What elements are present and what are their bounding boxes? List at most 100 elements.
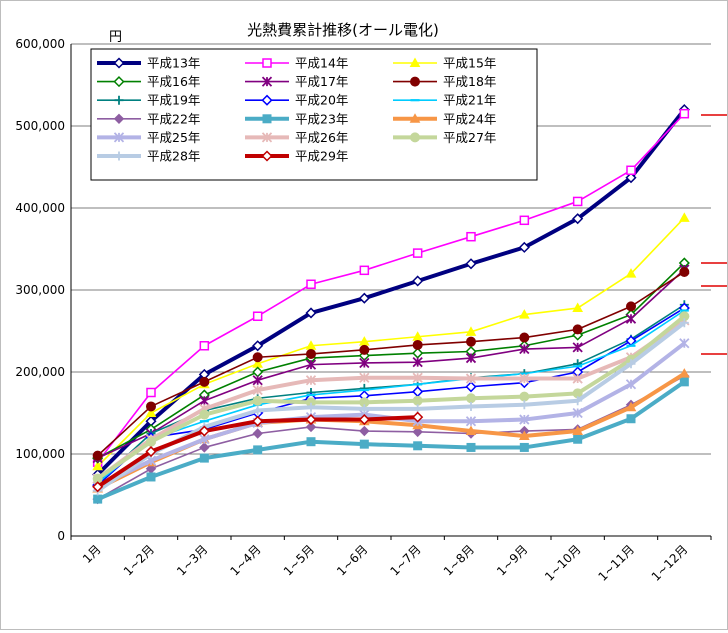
legend-item: 平成28年 — [97, 149, 200, 164]
data-point — [572, 342, 583, 353]
x-tick-label: 1~8月 — [441, 542, 477, 578]
data-point — [412, 275, 424, 287]
legend-marker — [114, 95, 124, 105]
series-平成28年 — [93, 318, 689, 496]
data-point — [412, 386, 424, 398]
data-point — [412, 411, 424, 423]
data-point — [359, 357, 370, 369]
x-tick-label: 1月 — [80, 542, 104, 566]
y-tick-label: 100,000 — [15, 447, 65, 461]
data-point — [199, 442, 210, 453]
series-平成18年 — [92, 266, 690, 461]
legend-marker — [113, 132, 125, 143]
series-平成14年 — [92, 108, 690, 467]
data-point — [519, 343, 530, 355]
data-point — [359, 425, 370, 437]
legend-marker — [262, 58, 272, 68]
legend-label: 平成24年 — [443, 111, 496, 126]
legend-item: 平成13年 — [97, 56, 200, 71]
legend-marker — [114, 151, 124, 161]
legend-marker — [410, 132, 420, 143]
legend-label: 平成23年 — [295, 111, 348, 126]
data-point — [518, 309, 530, 319]
data-point — [305, 413, 317, 426]
legend-item: 平成26年 — [245, 130, 348, 145]
legend-marker — [261, 94, 273, 106]
y-axis-ticks: 0 100,000 200,000 300,000 400,000 500,000 600,… — [15, 37, 65, 543]
data-point — [306, 402, 316, 412]
data-point — [359, 372, 370, 383]
series-line — [97, 307, 685, 486]
data-point — [93, 494, 103, 504]
data-point — [572, 196, 583, 207]
data-point — [412, 357, 423, 368]
data-point — [305, 375, 317, 386]
data-point — [412, 339, 423, 350]
series-平成13年 — [92, 104, 690, 481]
data-point — [92, 481, 104, 493]
legend-item: 平成23年 — [245, 111, 348, 126]
data-point — [359, 404, 369, 414]
legend-item: 平成29年 — [245, 149, 348, 164]
data-point — [199, 376, 210, 387]
data-point — [626, 359, 636, 369]
data-point — [412, 395, 423, 406]
legend-label: 平成16年 — [147, 74, 200, 89]
data-point — [679, 318, 689, 328]
data-point — [465, 416, 477, 427]
data-point — [305, 307, 317, 319]
data-point — [412, 248, 423, 258]
callout-lines — [701, 114, 727, 355]
x-tick-label: 1~2月 — [121, 542, 157, 578]
data-point — [305, 421, 317, 433]
legend-item: 平成25年 — [97, 130, 200, 145]
x-tick-label: 1~11月 — [595, 542, 637, 584]
legend-label: 平成18年 — [443, 74, 496, 89]
data-point — [252, 340, 264, 352]
legend-item: 平成16年 — [97, 74, 200, 89]
data-point — [679, 377, 689, 387]
legend-label: 平成26年 — [295, 130, 348, 145]
series-平成27年 — [92, 311, 690, 484]
series-line — [96, 318, 686, 481]
data-point — [198, 425, 210, 437]
legend-item: 平成21年 — [393, 93, 496, 108]
data-point — [199, 453, 209, 463]
data-point — [253, 445, 263, 455]
data-point — [252, 352, 263, 363]
data-point — [92, 450, 103, 461]
legend-label: 平成19年 — [147, 93, 200, 108]
data-point — [466, 442, 476, 452]
y-axis-unit-label: 円 — [109, 30, 122, 45]
data-point — [572, 425, 584, 436]
data-point — [252, 415, 264, 427]
data-point — [199, 409, 210, 420]
data-point — [252, 375, 263, 386]
series-平成23年 — [93, 377, 689, 504]
data-point — [519, 332, 530, 343]
data-point — [359, 439, 369, 449]
x-tick-label: 1~10月 — [542, 542, 584, 584]
data-point — [625, 313, 637, 324]
data-point — [679, 266, 690, 277]
legend-marker — [261, 150, 273, 162]
data-point — [412, 372, 423, 383]
data-point — [518, 241, 530, 253]
series-group — [92, 104, 690, 505]
data-point — [306, 348, 316, 359]
data-point — [145, 445, 157, 458]
data-point — [678, 368, 690, 378]
data-point — [359, 265, 370, 276]
data-point — [253, 406, 263, 416]
legend-item: 平成20年 — [245, 93, 348, 108]
y-tick-label: 500,000 — [15, 119, 65, 133]
data-point — [465, 381, 477, 393]
data-point — [625, 379, 637, 390]
chart-title: 光熱費累計推移(オール電化) — [247, 21, 439, 39]
data-point — [519, 373, 530, 384]
data-point — [465, 373, 477, 384]
series-line — [97, 268, 685, 459]
data-point — [359, 344, 370, 355]
data-point — [358, 413, 370, 426]
